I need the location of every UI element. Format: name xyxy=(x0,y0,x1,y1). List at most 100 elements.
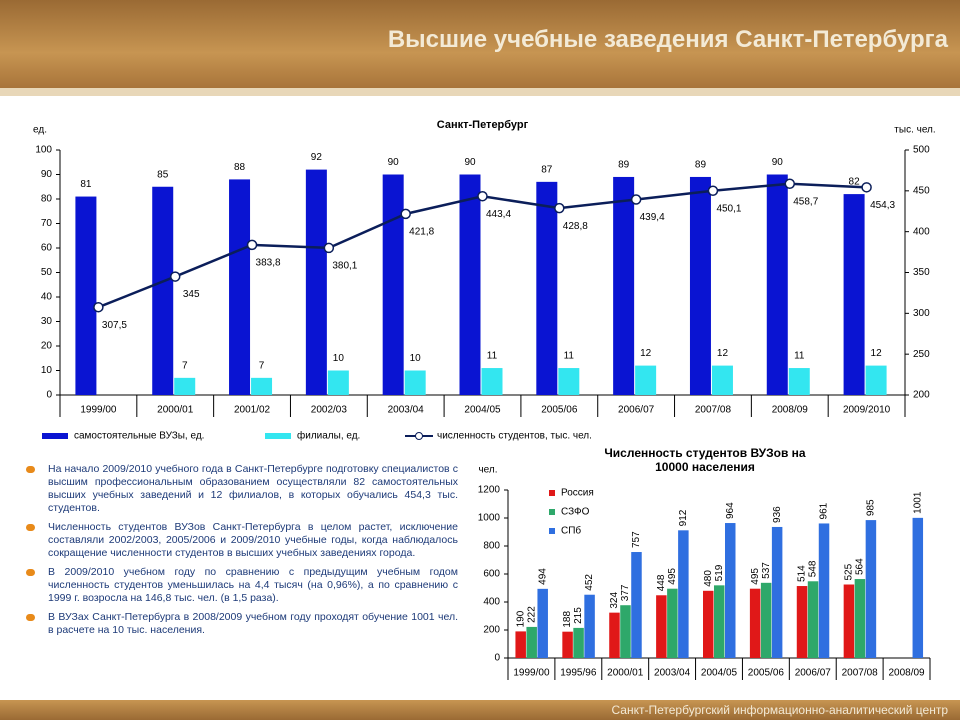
data-label: 548 xyxy=(808,560,819,577)
bar xyxy=(609,612,620,658)
data-label: 85 xyxy=(157,169,169,180)
bar xyxy=(865,520,877,658)
bar xyxy=(251,377,273,395)
data-label: 495 xyxy=(667,568,678,585)
x-tick-label: 2007/08 xyxy=(695,405,732,416)
x-tick-label: 2000/01 xyxy=(157,405,194,416)
header-band xyxy=(0,88,960,96)
legend-swatch xyxy=(415,432,423,440)
bar xyxy=(796,586,808,658)
data-label: 90 xyxy=(388,157,400,168)
bar xyxy=(912,517,924,658)
y-tick-label: 90 xyxy=(41,169,53,180)
data-label: 188 xyxy=(562,611,573,628)
line-point xyxy=(630,194,642,205)
y2-tick-label: 350 xyxy=(913,267,930,278)
data-label: 89 xyxy=(618,160,630,171)
bar xyxy=(305,169,327,395)
bar xyxy=(749,588,761,658)
bar xyxy=(75,196,97,395)
bullet-list: На начало 2009/2010 учебного года в Санк… xyxy=(22,463,458,643)
bar xyxy=(558,368,580,395)
bar xyxy=(656,595,667,658)
legend-label: Россия xyxy=(561,488,594,499)
data-label: 964 xyxy=(725,502,736,519)
line-point xyxy=(554,202,565,214)
y-tick-label: 1200 xyxy=(478,485,501,496)
x-tick-label: 2003/04 xyxy=(654,668,691,679)
line xyxy=(97,182,867,309)
bar xyxy=(229,179,251,395)
line-point xyxy=(784,178,796,189)
bullet: На начало 2009/2010 учебного года в Санк… xyxy=(22,463,458,515)
legend-swatch xyxy=(549,509,555,515)
data-label: 7 xyxy=(259,360,265,371)
data-label: 190 xyxy=(515,610,526,627)
line-point xyxy=(323,242,335,254)
data-label: 12 xyxy=(640,348,652,359)
bar xyxy=(459,174,481,395)
y-tick-label: 200 xyxy=(483,625,500,636)
y-tick-label: 800 xyxy=(483,541,500,552)
data-label: 985 xyxy=(866,499,877,516)
data-label: 525 xyxy=(844,563,855,580)
x-tick-label: 2003/04 xyxy=(388,405,425,416)
bar xyxy=(635,365,657,395)
y-axis-label: чел. xyxy=(478,465,497,476)
bar xyxy=(760,582,772,658)
bar xyxy=(807,581,819,658)
x-tick-label: 2007/08 xyxy=(842,668,879,679)
data-label: 912 xyxy=(678,509,689,526)
legend-label: численность студентов, тыс. чел. xyxy=(437,431,592,442)
bar xyxy=(678,530,689,658)
x-tick-label: 2008/09 xyxy=(772,405,809,416)
bar xyxy=(766,174,788,395)
bar xyxy=(714,585,725,658)
y-tick-label: 50 xyxy=(41,267,53,278)
data-label: 11 xyxy=(487,351,498,362)
data-label: 7 xyxy=(182,360,188,371)
legend-swatch xyxy=(549,528,555,534)
data-label: 428,8 xyxy=(563,221,588,232)
data-label: 564 xyxy=(855,558,866,575)
data-label: 514 xyxy=(797,565,808,582)
bar xyxy=(152,186,174,395)
bar xyxy=(703,590,714,658)
legend-label: самостоятельные ВУЗы, ед. xyxy=(74,431,204,442)
bar xyxy=(843,194,865,395)
bullet: В ВУЗах Санкт-Петербурга в 2008/2009 уче… xyxy=(22,611,458,637)
x-tick-label: 2006/07 xyxy=(795,668,832,679)
data-label: 383,8 xyxy=(256,258,281,269)
data-label: 421,8 xyxy=(409,227,434,238)
slide-title: Высшие учебные заведения Санкт-Петербург… xyxy=(387,26,948,53)
x-tick-label: 2002/03 xyxy=(311,405,348,416)
x-tick-label: 2001/02 xyxy=(234,405,271,416)
y2-axis-label: тыс. чел. xyxy=(894,125,935,136)
bar xyxy=(818,523,830,658)
bar xyxy=(865,365,887,395)
chart-title: Санкт-Петербург xyxy=(437,119,529,131)
line-point xyxy=(246,239,258,251)
data-label: 454,3 xyxy=(870,200,895,211)
y-tick-label: 80 xyxy=(41,194,53,205)
bar xyxy=(562,631,573,658)
bar xyxy=(771,526,783,658)
data-label: 936 xyxy=(772,506,783,523)
y-tick-label: 70 xyxy=(41,218,53,229)
data-label: 537 xyxy=(761,562,772,579)
data-label: 10 xyxy=(333,353,345,364)
y-tick-label: 0 xyxy=(46,390,52,401)
data-label: 12 xyxy=(717,348,729,359)
bar xyxy=(854,579,866,658)
data-label: 81 xyxy=(80,179,92,190)
legend-swatch xyxy=(42,433,68,439)
data-label: 11 xyxy=(794,351,805,362)
data-label: 88 xyxy=(234,162,246,173)
bullet: В 2009/2010 учебном году по сравнению с … xyxy=(22,566,458,605)
data-label: 1001 xyxy=(912,491,923,514)
bar xyxy=(481,368,503,395)
data-label: 757 xyxy=(631,531,642,548)
line-point xyxy=(861,182,872,193)
y-tick-label: 400 xyxy=(483,597,500,608)
data-label: 961 xyxy=(819,502,830,519)
